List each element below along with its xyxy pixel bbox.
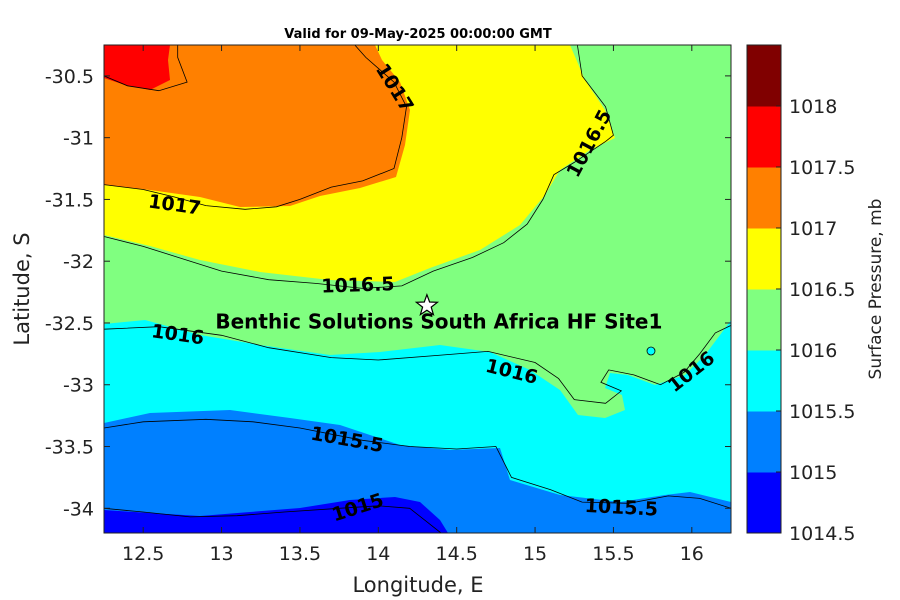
contour-line-1015: [104, 505, 442, 533]
x-tick-label: 14: [366, 543, 390, 565]
site-annotation: Benthic Solutions South Africa HF Site1: [215, 292, 662, 334]
y-tick-label: -33.5: [45, 437, 94, 459]
site-label: Benthic Solutions South Africa HF Site1: [215, 310, 662, 334]
colorbar-band: [747, 350, 781, 412]
y-axis-label: Latitude, S: [10, 232, 34, 345]
colorbar-band: [747, 289, 781, 351]
x-tick-label: 15.5: [592, 543, 634, 565]
y-tick-label: -32.5: [45, 313, 94, 335]
colorbar-band: [747, 45, 781, 107]
colorbar-tick-label: 1015: [789, 462, 837, 484]
x-tick-label: 16: [680, 543, 704, 565]
chart-title: Valid for 09-May-2025 00:00:00 GMT: [284, 27, 552, 42]
y-tick-label: -34: [63, 498, 94, 520]
y-tick-label: -31.5: [45, 189, 94, 211]
y-axis: -30.5 -31 -31.5 -32 -32.5 -33 -33.5 -34: [45, 66, 731, 520]
x-axis-label: Longitude, E: [352, 573, 483, 597]
colorbar-band: [747, 167, 781, 229]
x-axis: 12.5 13 13.5 14 14.5 15 15.5 16: [122, 45, 704, 565]
colorbar-band: [747, 228, 781, 290]
x-tick-label: 14.5: [436, 543, 478, 565]
contour-label: 1015.5: [584, 495, 658, 521]
contour-line-1016: [104, 325, 731, 404]
contour-label: 1016.5: [321, 273, 395, 298]
colorbar-band: [747, 106, 781, 168]
site-star-icon: [414, 292, 440, 317]
colorbar-tick-label: 1017: [789, 218, 837, 240]
colorbar-tick-label: 1015.5: [789, 401, 855, 423]
contour-band-1015: [104, 410, 731, 533]
contour-line-1016.5: [104, 45, 614, 289]
colorbar-band: [747, 411, 781, 473]
contour-fills: [104, 45, 731, 533]
colorbar-label: Surface Pressure, mb: [866, 199, 886, 380]
contour-lines: [104, 45, 731, 533]
y-tick-label: -30.5: [45, 66, 94, 88]
colorbar: 1014.5 1015 1015.5 1016 1016.5 1017 1017.5 1018: [746, 44, 855, 545]
colorbar-tick-label: 1018: [789, 96, 837, 118]
y-tick-label: -31: [63, 128, 94, 150]
x-tick-label: 13.5: [279, 543, 321, 565]
plot-frame: [103, 44, 732, 534]
x-tick-label: 15: [523, 543, 547, 565]
contour-line-1015.5: [104, 418, 731, 509]
x-tick-label: 12.5: [122, 543, 164, 565]
colorbar-tick-label: 1017.5: [789, 157, 855, 179]
contour-line-1017.5: [104, 45, 188, 92]
contour-band-1017: [104, 45, 410, 207]
contour-band-1014.5: [104, 497, 448, 533]
colorbar-tick-label: 1016.5: [789, 279, 855, 301]
colorbar-tick-label: 1016: [789, 340, 837, 362]
y-tick-label: -32: [63, 251, 94, 273]
contour-band-1017.5: [104, 45, 170, 90]
y-tick-label: -33: [63, 375, 94, 397]
colorbar-band: [747, 472, 781, 534]
contour-line-1017: [104, 45, 407, 210]
isobar-closed-loop: [646, 346, 656, 356]
x-tick-label: 13: [209, 543, 233, 565]
colorbar-tick-label: 1014.5: [789, 523, 855, 545]
